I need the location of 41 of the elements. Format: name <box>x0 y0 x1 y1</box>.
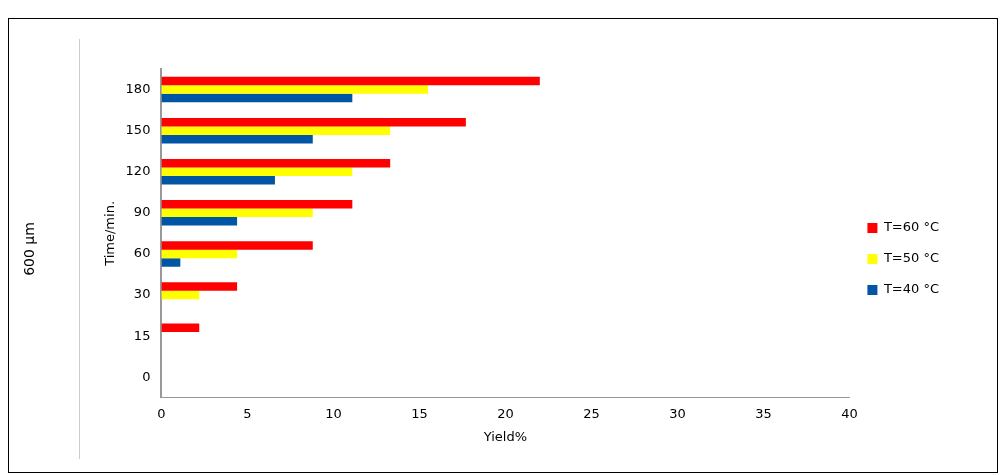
y-tick-label: 120 <box>125 163 151 179</box>
bar <box>161 134 313 144</box>
y-axis-title: Time/min. <box>102 200 118 267</box>
x-tick-label: 20 <box>497 405 514 421</box>
x-tick-label: 5 <box>243 405 252 421</box>
bar <box>161 126 391 135</box>
y-tick-label: 60 <box>133 245 151 261</box>
x-tick-label: 15 <box>411 405 428 421</box>
bar <box>161 167 353 176</box>
x-tick-label: 40 <box>841 405 858 421</box>
bar <box>161 258 181 267</box>
y-tick-label: 0 <box>142 368 151 384</box>
bar <box>161 249 238 259</box>
bar <box>161 85 429 94</box>
bar <box>161 176 275 185</box>
x-tick-label: 10 <box>325 405 342 421</box>
bar <box>161 217 238 226</box>
y-tick-label: 150 <box>125 122 151 138</box>
bar <box>161 159 391 168</box>
y-tick-label: 30 <box>133 286 151 302</box>
bar <box>161 241 313 250</box>
y-tick-label: 15 <box>133 327 151 343</box>
legend-label: T=40 °C <box>882 281 940 297</box>
y-tick-label: 90 <box>133 204 151 220</box>
bar <box>161 208 313 218</box>
x-tick-label: 25 <box>583 405 600 421</box>
bar <box>161 200 353 209</box>
legend-label: T=50 °C <box>882 250 940 266</box>
bar <box>161 282 238 291</box>
x-tick-label: 0 <box>157 405 166 421</box>
bar <box>161 117 466 127</box>
bar <box>161 93 353 103</box>
legend-label: T=60 °C <box>882 219 940 235</box>
x-axis-title: Yield% <box>482 428 528 444</box>
y-tick-label: 180 <box>125 80 151 96</box>
bar <box>161 76 540 86</box>
bar <box>161 290 200 300</box>
text: 600 μm <box>21 222 37 276</box>
bar <box>161 323 200 332</box>
x-tick-label: 30 <box>669 405 686 421</box>
x-tick-label: 35 <box>755 405 772 421</box>
